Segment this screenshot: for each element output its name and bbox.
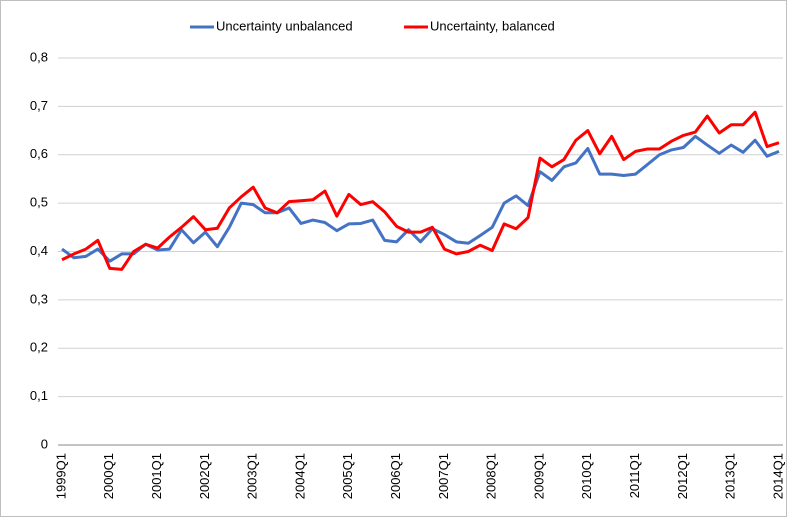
x-tick-label: 2000Q1	[101, 453, 116, 499]
y-tick-label: 0,8	[30, 49, 48, 64]
y-tick-label: 0,1	[30, 388, 48, 403]
y-tick-label: 0	[41, 436, 48, 451]
y-tick-label: 0,7	[30, 98, 48, 113]
x-tick-label: 2013Q1	[723, 453, 738, 499]
x-tick-label: 2012Q1	[675, 453, 690, 499]
y-tick-label: 0,3	[30, 291, 48, 306]
series-line	[61, 110, 780, 271]
y-tick-label: 0,2	[30, 340, 48, 355]
x-tick-label: 2003Q1	[245, 453, 260, 499]
x-tick-label: 2011Q1	[627, 453, 642, 498]
x-tick-label: 2008Q1	[484, 453, 499, 499]
x-tick-label: 1999Q1	[53, 453, 68, 499]
y-tick-label: 0,6	[30, 146, 48, 161]
series-line	[61, 134, 780, 263]
x-tick-label: 2002Q1	[197, 453, 212, 499]
legend-label: Uncertainty unbalanced	[216, 18, 353, 33]
x-tick-label: 2004Q1	[292, 453, 307, 499]
x-tick-label: 2005Q1	[340, 453, 355, 499]
x-tick-label: 2007Q1	[436, 453, 451, 499]
y-tick-label: 0,4	[30, 243, 48, 258]
y-tick-label: 0,5	[30, 195, 48, 210]
x-tick-label: 2010Q1	[579, 453, 594, 499]
legend-label: Uncertainty, balanced	[430, 18, 555, 33]
x-tick-label: 2014Q1	[770, 453, 785, 499]
x-tick-label: 2001Q1	[149, 453, 164, 499]
x-tick-label: 2009Q1	[531, 453, 546, 499]
x-tick-label: 2006Q1	[388, 453, 403, 499]
